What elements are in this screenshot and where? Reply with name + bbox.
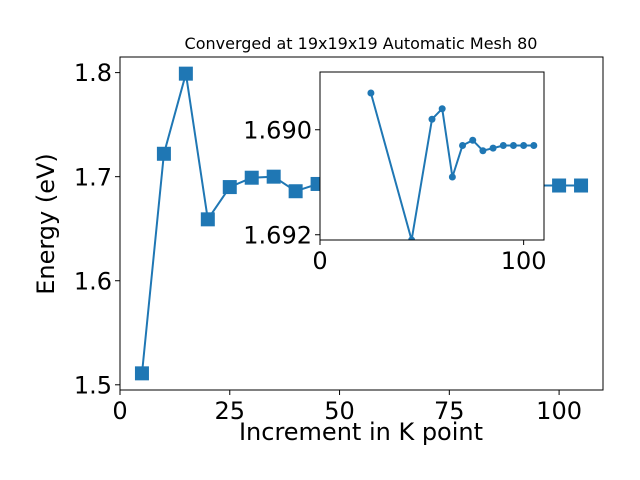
inset-data-point — [479, 147, 487, 155]
inset-y-axis: 1.690 1.692 — [243, 116, 320, 249]
main-data-point — [222, 180, 237, 195]
main-data-point — [288, 184, 303, 199]
inset-data-point — [469, 136, 477, 144]
inset-x-axis: 0 100 — [312, 240, 547, 275]
inset-x-tick-label: 0 — [312, 247, 327, 275]
inset-data-point — [520, 142, 528, 149]
inset-data-point — [509, 142, 517, 149]
inset-data-point — [499, 142, 507, 149]
inset-data-point — [408, 236, 416, 240]
inset-x-tick-label: 100 — [501, 247, 547, 275]
main-data-point — [134, 366, 149, 381]
main-data-point — [574, 178, 589, 193]
main-data-point — [156, 146, 171, 161]
inset-y-tick-label: 1.692 — [243, 221, 312, 249]
main-y-axis: 1.5 1.6 1.7 1.8 — [74, 59, 120, 399]
inset-data-point — [367, 89, 375, 97]
main-data-point — [178, 66, 193, 81]
main-x-axis: 0 25 50 75 100 — [112, 390, 582, 425]
inset-plot: 0 100 1.690 1.692 — [243, 71, 547, 275]
main-x-tick-label: 0 — [112, 397, 127, 425]
main-x-tick-label: 100 — [536, 397, 582, 425]
inset-data-point — [448, 173, 456, 181]
inset-data-point — [428, 115, 436, 123]
inset-data-point — [438, 105, 446, 113]
inset-plot-frame — [319, 71, 545, 241]
main-x-tick-label: 50 — [324, 397, 355, 425]
main-y-tick-label: 1.6 — [74, 267, 112, 295]
x-axis-label: Increment in K point — [239, 418, 483, 446]
main-y-tick-label: 1.5 — [74, 371, 112, 399]
inset-series-markers — [367, 89, 538, 240]
main-x-tick-label: 25 — [214, 397, 245, 425]
main-x-tick-label: 75 — [434, 397, 465, 425]
inset-data-point — [489, 144, 497, 152]
main-data-point — [552, 178, 567, 193]
main-y-tick-label: 1.7 — [74, 163, 112, 191]
inset-y-tick-label: 1.690 — [243, 116, 312, 144]
main-plot-frame — [119, 56, 604, 391]
y-axis-label: Energy (eV) — [32, 153, 60, 295]
main-data-point — [200, 212, 215, 227]
main-data-point — [266, 169, 281, 184]
chart-title: Converged at 19x19x19 Automatic Mesh 80 — [185, 34, 538, 53]
main-data-point — [244, 170, 259, 185]
inset-data-point — [459, 142, 467, 149]
inset-background — [320, 72, 544, 240]
main-y-tick-label: 1.8 — [74, 59, 112, 87]
inset-data-point — [530, 142, 538, 149]
